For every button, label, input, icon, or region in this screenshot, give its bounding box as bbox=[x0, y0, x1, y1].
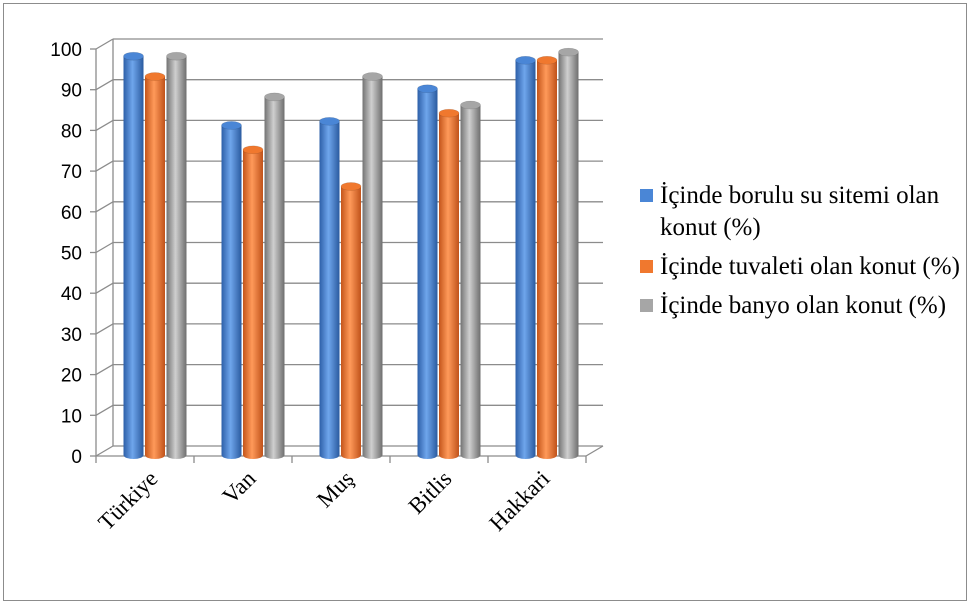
bar bbox=[438, 108, 460, 459]
y-tick-label: 100 bbox=[50, 40, 82, 61]
bar-top bbox=[144, 72, 166, 81]
x-tick-label: Muş bbox=[312, 466, 359, 513]
bar-body bbox=[515, 60, 536, 459]
bar-top bbox=[340, 182, 362, 191]
bar bbox=[319, 117, 340, 459]
bar bbox=[144, 72, 166, 459]
gridline-side bbox=[95, 79, 114, 91]
bar-body bbox=[558, 52, 579, 459]
legend-label: İçinde borulu su sitemi olan konut (%) bbox=[660, 182, 940, 241]
bar-top bbox=[362, 72, 383, 81]
bar-body bbox=[243, 149, 263, 459]
x-axis-ticks: Türkiye Van Muş Bitlis Hakkari bbox=[93, 466, 554, 536]
y-tick-label: 80 bbox=[61, 121, 82, 142]
gridline-side bbox=[95, 119, 114, 131]
bar-top bbox=[558, 47, 579, 57]
bar bbox=[242, 145, 264, 459]
bar-top bbox=[515, 55, 536, 65]
gridline-side bbox=[95, 160, 114, 172]
bar bbox=[515, 55, 536, 459]
y-tick-label: 20 bbox=[61, 366, 82, 387]
bar-body bbox=[362, 76, 383, 459]
y-tick-label: 70 bbox=[61, 162, 82, 183]
bar bbox=[460, 100, 481, 460]
legend-item-bathroom: İçinde banyo olan konut (%) bbox=[632, 290, 962, 322]
x-tick-label: Türkiye bbox=[93, 466, 162, 535]
gridline-side bbox=[95, 323, 114, 335]
bar-top bbox=[319, 117, 340, 126]
legend-item-piped-water: İçinde borulu su sitemi olan konut (%) bbox=[632, 180, 962, 244]
bar-top bbox=[536, 55, 558, 65]
bar bbox=[221, 121, 242, 460]
gridline-side bbox=[95, 241, 114, 254]
chart-frame: 0 10 20 30 40 50 60 70 80 90 100 Türkiye Van Muş Bitl… bbox=[3, 3, 967, 601]
legend-swatch-orange bbox=[640, 260, 653, 273]
bars bbox=[123, 47, 579, 460]
bar-chart: 0 10 20 30 40 50 60 70 80 90 100 Türkiye Van Muş Bitl… bbox=[50, 38, 604, 536]
y-tick-label: 40 bbox=[61, 284, 82, 305]
y-tick-label: 0 bbox=[71, 447, 82, 468]
bar-body bbox=[341, 186, 361, 459]
bar bbox=[558, 47, 579, 459]
bar-top bbox=[264, 92, 285, 102]
bar-body bbox=[123, 56, 144, 460]
floor-edge bbox=[585, 445, 604, 457]
bar-top bbox=[417, 84, 438, 94]
bar bbox=[362, 72, 383, 459]
y-tick-label: 10 bbox=[61, 406, 82, 427]
y-tick-label: 90 bbox=[61, 81, 82, 102]
bar bbox=[417, 84, 438, 460]
gridline-side bbox=[95, 38, 114, 50]
gridline-side bbox=[95, 364, 114, 376]
bar-top bbox=[221, 121, 242, 130]
legend-item-toilet: İçinde tuvaleti olan konut (%) bbox=[632, 251, 962, 283]
bar-top bbox=[123, 51, 144, 61]
x-tick-label: Bitlis bbox=[404, 466, 457, 519]
bar bbox=[264, 92, 285, 459]
legend-label: İçinde tuvaleti olan konut (%) bbox=[660, 253, 960, 280]
bar-body bbox=[319, 121, 340, 459]
x-tick-label: Hakkari bbox=[484, 466, 554, 536]
bar-body bbox=[460, 105, 481, 460]
bar-body bbox=[166, 56, 187, 460]
bar bbox=[536, 55, 558, 459]
bar bbox=[340, 182, 362, 459]
bar-body bbox=[264, 96, 285, 459]
bar-body bbox=[537, 60, 557, 459]
bar bbox=[123, 51, 144, 460]
legend-swatch-gray bbox=[640, 299, 653, 312]
y-tick-label: 60 bbox=[61, 203, 82, 224]
bar-top bbox=[438, 108, 460, 118]
bar-body bbox=[439, 113, 459, 459]
legend-swatch-blue bbox=[640, 189, 653, 202]
bar-top bbox=[166, 51, 187, 61]
y-axis-ticks: 0 10 20 30 40 50 60 70 80 90 100 bbox=[50, 40, 82, 468]
gridline-side bbox=[95, 445, 114, 457]
y-tick-label: 50 bbox=[61, 244, 82, 265]
bar-body bbox=[145, 76, 165, 459]
gridline-side bbox=[95, 404, 114, 416]
bar-top bbox=[460, 100, 481, 110]
legend: İçinde borulu su sitemi olan konut (%) İ… bbox=[632, 180, 962, 329]
y-tick-label: 30 bbox=[61, 325, 82, 346]
gridline-side bbox=[95, 201, 114, 213]
bar-top bbox=[242, 145, 264, 155]
bar bbox=[166, 51, 187, 460]
legend-label: İçinde banyo olan konut (%) bbox=[660, 292, 947, 319]
bar-body bbox=[221, 125, 242, 460]
gridline-side bbox=[95, 282, 114, 294]
bar-body bbox=[417, 88, 438, 460]
x-tick-label: Van bbox=[218, 466, 261, 509]
